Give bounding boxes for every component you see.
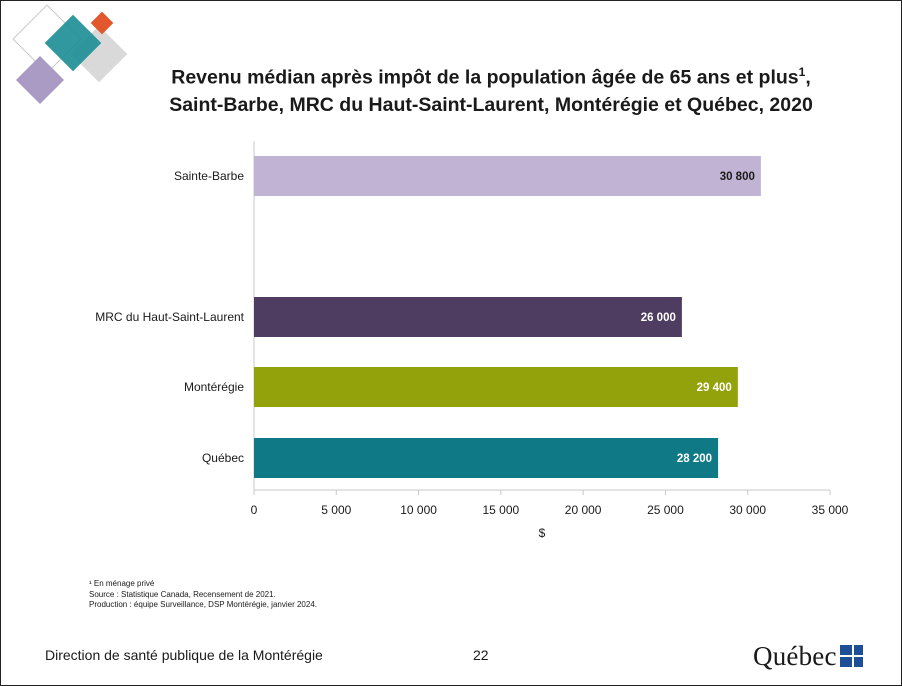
x-tick-label: 20 000 [565,503,602,517]
footnotes: ¹ En ménage privé Source : Statistique C… [89,579,317,611]
deco-diamond-purple [15,55,65,105]
quebec-logo-text: Québec [753,640,837,671]
title-footnote-marker: 1 [798,65,806,79]
data-label: 28 200 [677,453,712,465]
footer-organization: Direction de santé publique de la Montér… [45,647,323,663]
deco-diamond-teal [44,14,102,72]
x-tick-label: 35 000 [812,503,849,517]
x-tick-label: 15 000 [483,503,520,517]
title-line-2: Saint-Barbe, MRC du Haut-Saint-Laurent, … [169,93,813,116]
category-label: Sainte-Barbe [174,169,244,183]
quebec-flag-icon [839,645,867,667]
bar [254,297,682,337]
data-label: 30 800 [720,171,755,183]
bar [254,438,719,478]
x-tick-label: 5 000 [321,503,351,517]
footnote-source: Source : Statistique Canada, Recensement… [89,589,276,599]
footnote-production: Production : équipe Surveillance, DSP Mo… [89,600,317,609]
decorative-diamonds-logo [12,4,128,105]
chart-title: Revenu médian après impôt de la populati… [151,59,831,119]
x-tick-label: 0 [251,503,258,517]
x-tick-label: 10 000 [400,503,437,517]
page-number: 22 [473,647,489,663]
data-label: 26 000 [641,312,676,324]
data-label: 29 400 [697,382,732,394]
deco-diamond-orange [90,11,114,35]
x-tick-label: 30 000 [729,503,766,517]
title-comma: , [805,66,811,89]
category-label: Montérégie [184,380,244,394]
quebec-logo: Québec [753,639,867,673]
bar [254,156,761,196]
category-label: MRC du Haut-Saint-Laurent [95,310,244,324]
title-line-1: Revenu médian après impôt de la populati… [171,66,799,89]
x-tick-label: 25 000 [647,503,684,517]
bar [254,367,738,407]
footnote-1: ¹ En ménage privé [89,579,155,588]
x-axis-label: $ [539,526,546,540]
category-label: Québec [202,451,244,465]
bar-chart: 0 5 000 10 000 15 000 20 000 25 000 30 000 35 0… [95,141,849,540]
